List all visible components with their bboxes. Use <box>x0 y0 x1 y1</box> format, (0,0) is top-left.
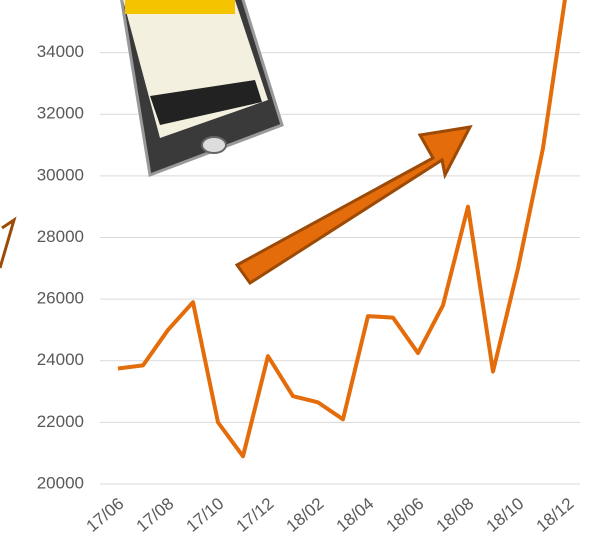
x-tick-label: 18/12 <box>533 494 578 536</box>
x-tick-label: 17/06 <box>83 494 128 536</box>
x-tick-label: 17/08 <box>133 494 178 536</box>
y-tick-label: 22000 <box>37 412 84 431</box>
y-tick-label: 26000 <box>37 289 84 308</box>
x-tick-label: 18/08 <box>433 494 478 536</box>
y-tick-label: 28000 <box>37 227 84 246</box>
y-tick-label: 20000 <box>37 473 84 492</box>
trend-arrow <box>237 127 470 283</box>
x-tick-label: 18/04 <box>333 494 378 536</box>
y-tick-label: 30000 <box>37 165 84 184</box>
phone-illustration <box>120 0 282 175</box>
x-tick-label: 18/10 <box>483 494 528 536</box>
x-tick-label: 17/12 <box>233 494 278 536</box>
x-tick-label: 17/10 <box>183 494 228 536</box>
x-tick-label: 18/06 <box>383 494 428 536</box>
y-tick-label: 32000 <box>37 104 84 123</box>
x-tick-label: 18/02 <box>283 494 328 536</box>
arrow-fragment <box>0 220 14 268</box>
y-tick-label: 24000 <box>37 350 84 369</box>
chart: 20000 22000 24000 26000 28000 30000 32000 34000… <box>0 0 590 549</box>
y-tick-label: 34000 <box>37 42 84 61</box>
